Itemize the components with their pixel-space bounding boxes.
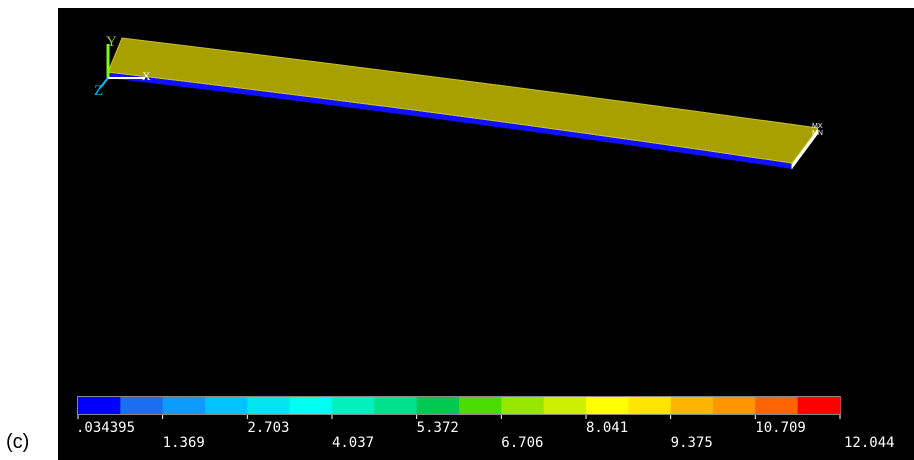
legend-label: 10.709 [755,420,806,436]
legend-label: 5.372 [417,420,459,436]
legend-swatch [290,397,333,414]
legend-label: 9.375 [671,435,713,451]
figure: (c) Y X Z MX MN .034395 1.369 2.703 4.037 5.… [0,0,914,460]
triad-label: Z [94,83,103,99]
legend-label: 12.044 [844,435,895,451]
triad-label: X [142,69,151,83]
min-marker: MN [812,130,823,137]
max-marker: MX [812,123,823,130]
legend-swatch [459,397,502,414]
legend-swatch [332,397,375,414]
legend-swatch [755,397,798,414]
legend-swatch [501,397,544,414]
legend-label: 4.037 [332,435,374,451]
legend-swatch [120,397,163,414]
legend-swatch [163,397,206,414]
page: (c) Y X Z MX MN .034395 1.369 2.703 4.037 5.… [0,0,914,460]
legend-swatch [713,397,756,414]
legend-swatch [247,397,290,414]
legend-label: .034395 [76,420,135,436]
legend-swatch [205,397,248,414]
legend-swatch [628,397,671,414]
legend-label: 1.369 [163,435,205,451]
legend-swatch [544,397,587,414]
legend-swatch [798,397,841,414]
panel-label: (c) [6,431,29,453]
triad-label: Y [106,34,117,50]
legend-swatch [78,397,121,414]
legend-swatch [374,397,417,414]
legend-swatch [586,397,629,414]
legend-swatch [671,397,714,414]
legend-swatch [417,397,460,414]
legend-label: 8.041 [586,420,628,436]
legend-label: 6.706 [501,435,543,451]
legend-label: 2.703 [247,420,289,436]
